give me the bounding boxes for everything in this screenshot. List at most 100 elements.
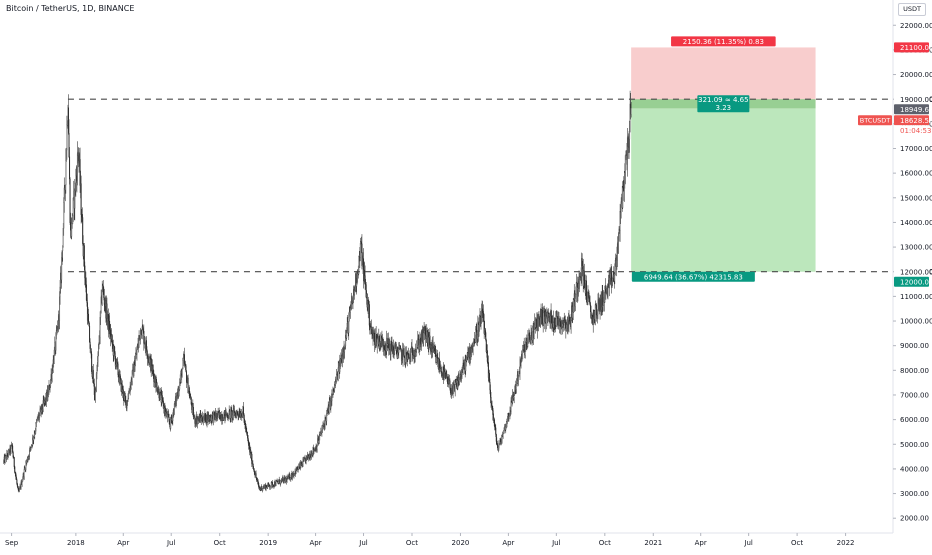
candle-body — [182, 360, 184, 370]
candle-body — [7, 450, 9, 457]
candle-body — [33, 434, 35, 438]
candle-body — [346, 323, 348, 334]
candle-body — [390, 340, 392, 345]
candle-body — [496, 441, 498, 444]
candle-body — [182, 358, 184, 361]
candle-body — [415, 349, 417, 352]
candle-body — [410, 349, 412, 362]
price-tick-label: 13000.00 — [900, 244, 932, 252]
candle-body — [540, 309, 542, 318]
candle-body — [255, 473, 257, 478]
candle-body — [348, 311, 350, 319]
candle-body — [22, 478, 24, 482]
candle-body — [506, 418, 508, 422]
candle-body — [321, 429, 323, 433]
candle-body — [318, 435, 320, 441]
time-tick-label: Jul — [743, 539, 753, 547]
candle-body — [424, 330, 426, 334]
candle-body — [34, 431, 36, 434]
candle-body — [256, 477, 258, 480]
candle-body — [140, 329, 142, 335]
candle-body — [230, 409, 232, 419]
candle-body — [519, 359, 521, 374]
candle-body — [65, 149, 67, 161]
price-tick-label: 10000.00 — [900, 318, 932, 326]
candle-body — [352, 295, 354, 304]
candle-body — [102, 285, 104, 291]
candle-body — [274, 481, 276, 486]
candle-body — [88, 313, 90, 323]
candle-body — [185, 365, 187, 372]
candle-body — [65, 160, 67, 186]
candle-body — [474, 338, 476, 343]
candle-body — [268, 482, 270, 485]
candle-body — [23, 468, 25, 477]
candle-body — [202, 419, 204, 423]
time-tick-label: Apr — [310, 539, 322, 547]
candle-body — [527, 337, 529, 344]
candle-body — [594, 304, 596, 321]
candle-body — [489, 381, 491, 391]
price-tick-label: 15000.00 — [900, 194, 932, 202]
candle-body — [391, 343, 393, 350]
candle-body — [318, 440, 320, 444]
candle-body — [384, 345, 386, 351]
candle-body — [42, 400, 44, 410]
candle-body — [183, 354, 185, 364]
candle-body — [575, 294, 577, 297]
entry-price-axis-label: 18949.64 — [900, 106, 932, 114]
candle-body — [449, 387, 451, 393]
level-12000-axis-label-bg — [894, 266, 929, 277]
candle-body — [122, 389, 124, 399]
candle-body — [161, 395, 163, 399]
candle-body — [144, 342, 146, 345]
candle-body — [189, 391, 191, 399]
candle-body — [192, 404, 194, 408]
candle-body — [535, 318, 537, 321]
price-tick-label: 20000.00 — [900, 71, 932, 79]
candle-body — [474, 342, 476, 344]
candle-body — [79, 159, 81, 186]
candle-body — [269, 486, 271, 488]
price-tick-label: 17000.00 — [900, 145, 932, 153]
candle-body — [85, 280, 87, 285]
candle-body — [136, 349, 138, 355]
time-tick-label: Oct — [599, 539, 611, 547]
candle-body — [503, 427, 505, 431]
candle-body — [63, 187, 65, 204]
candle-body — [98, 342, 100, 345]
candle-body — [494, 422, 496, 428]
candle-body — [376, 338, 378, 347]
candle-body — [141, 326, 143, 336]
candle-body — [61, 250, 63, 258]
currency-badge[interactable]: USDT — [898, 3, 926, 16]
candle-body — [89, 325, 91, 343]
candle-body — [27, 458, 29, 462]
time-tick-label: 2018 — [67, 539, 85, 547]
candle-body — [627, 137, 629, 147]
candle-body — [556, 316, 558, 319]
candle-body — [550, 311, 552, 317]
candle-body — [286, 477, 288, 482]
candle-body — [437, 357, 439, 365]
candle-body — [172, 414, 174, 422]
candle-body — [522, 349, 524, 360]
candle-body — [138, 340, 140, 348]
candle-body — [562, 323, 564, 327]
candle-body — [248, 440, 250, 446]
candle-body — [429, 335, 431, 349]
candle-body — [12, 445, 14, 453]
candle-body — [444, 371, 446, 376]
candle-body — [475, 328, 477, 343]
candle-body — [555, 313, 557, 327]
candle-body — [403, 348, 405, 357]
candle-body — [587, 292, 589, 300]
candle-body — [241, 413, 243, 417]
candle-body — [117, 363, 119, 375]
candle-body — [485, 339, 487, 353]
candle-body — [219, 412, 221, 420]
candle-body — [124, 395, 126, 401]
entry-price-axis-label-bg — [894, 104, 929, 115]
